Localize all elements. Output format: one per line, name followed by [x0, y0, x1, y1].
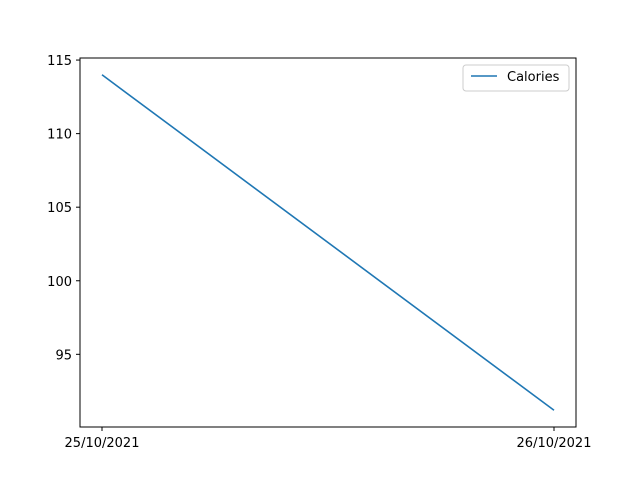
y-tick-label: 105	[47, 201, 72, 216]
y-tick-label: 115	[47, 54, 72, 69]
plot-area-frame	[79, 57, 577, 428]
x-axis: 25/10/2021 26/10/2021	[65, 427, 592, 451]
legend-label-calories: Calories	[507, 70, 560, 85]
y-tick-label: 100	[47, 275, 72, 290]
series-line-calories	[101, 74, 555, 411]
legend-box	[462, 64, 570, 92]
legend: Calories	[462, 64, 570, 92]
chart-marks	[101, 74, 555, 411]
x-tick-label: 26/10/2021	[517, 436, 592, 451]
x-tick-label: 25/10/2021	[65, 436, 140, 451]
y-tick-label: 110	[47, 128, 72, 143]
y-tick-label: 95	[55, 348, 72, 363]
y-axis: 95 100 105 110 115	[47, 54, 80, 363]
